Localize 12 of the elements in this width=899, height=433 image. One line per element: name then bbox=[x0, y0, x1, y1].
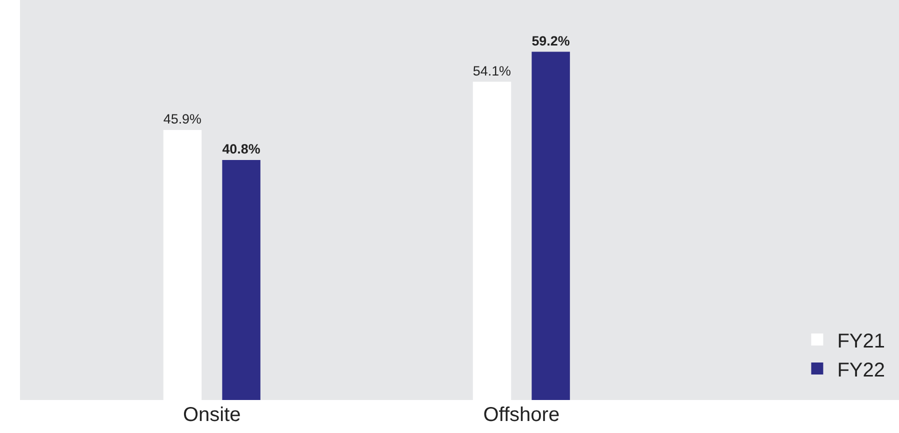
data-label: 45.9% bbox=[163, 112, 202, 127]
data-label: 59.2% bbox=[532, 33, 570, 48]
bar bbox=[163, 130, 202, 400]
bar bbox=[472, 82, 512, 400]
data-label: 40.8% bbox=[222, 142, 260, 157]
bar bbox=[532, 52, 570, 400]
x-tick-label: Onsite bbox=[182, 404, 241, 426]
x-tick-label: Offshore bbox=[483, 404, 560, 426]
data-label: 54.1% bbox=[472, 63, 512, 78]
bar bbox=[222, 160, 260, 400]
legend-label: FY21 bbox=[837, 330, 886, 352]
legend-label: FY22 bbox=[837, 359, 886, 382]
